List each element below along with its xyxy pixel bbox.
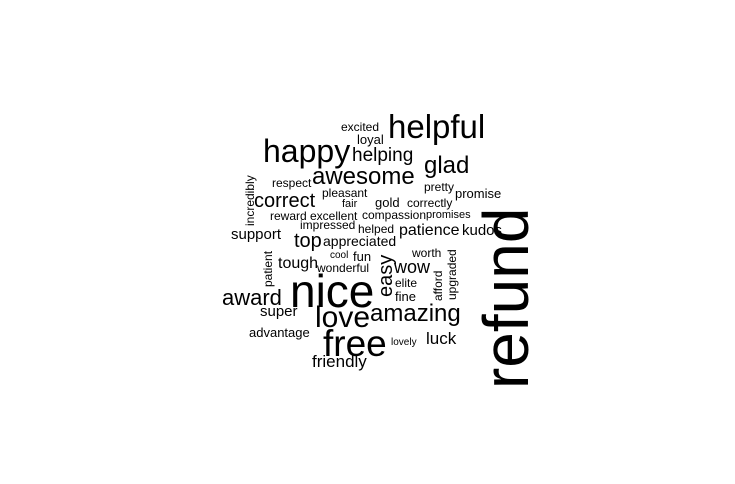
word-super: super bbox=[260, 303, 298, 320]
word-kudos: kudos bbox=[462, 222, 503, 239]
word-loyal: loyal bbox=[357, 132, 384, 147]
word-fun: fun bbox=[353, 249, 372, 264]
word-advantage: advantage bbox=[249, 325, 310, 340]
word-patience: patience bbox=[399, 222, 460, 239]
word-nice: nice bbox=[290, 265, 375, 317]
word-fair: fair bbox=[342, 198, 358, 210]
word-top: top bbox=[294, 230, 322, 252]
word-love: love bbox=[315, 301, 371, 334]
word-compassion: compassion bbox=[362, 208, 427, 222]
word-worth: worth bbox=[412, 246, 442, 260]
word-award: award bbox=[222, 285, 282, 310]
word-wow: wow bbox=[394, 257, 431, 277]
word-tough: tough bbox=[278, 255, 319, 272]
word-wonderful: wonderful bbox=[317, 261, 370, 275]
word-amazing: amazing bbox=[370, 300, 461, 327]
word-luck: luck bbox=[426, 329, 457, 348]
word-pleasant: pleasant bbox=[322, 186, 368, 200]
word-excited: excited bbox=[341, 120, 380, 134]
word-excellent: excellent bbox=[310, 209, 358, 223]
word-glad: glad bbox=[424, 152, 470, 179]
word-helping: helping bbox=[352, 145, 414, 166]
word-awesome: awesome bbox=[312, 163, 415, 190]
word-elite: elite bbox=[395, 276, 418, 290]
word-pretty: pretty bbox=[424, 180, 455, 194]
word-upgraded: upgraded bbox=[445, 249, 459, 300]
word-promise: promise bbox=[455, 186, 502, 201]
word-fine: fine bbox=[395, 289, 416, 304]
word-impressed: impressed bbox=[300, 218, 356, 232]
word-free: free bbox=[323, 323, 387, 364]
word-afford: afford bbox=[431, 270, 445, 301]
word-gold: gold bbox=[375, 195, 400, 210]
word-reward: reward bbox=[270, 209, 307, 223]
word-correct: correct bbox=[254, 190, 316, 212]
word-patient: patient bbox=[261, 250, 275, 287]
word-lovely: lovely bbox=[391, 337, 417, 348]
word-support: support bbox=[231, 226, 282, 243]
word-cool: cool bbox=[330, 250, 349, 261]
word-easy: easy bbox=[375, 254, 397, 297]
word-happy: happy bbox=[263, 133, 351, 169]
word-incredibly: incredibly bbox=[243, 175, 257, 226]
word-correctly: correctly bbox=[407, 196, 453, 210]
word-friendly: friendly bbox=[312, 352, 367, 371]
word-helped: helped bbox=[358, 222, 395, 236]
word-promises: promises bbox=[426, 209, 471, 221]
word-helpful: helpful bbox=[388, 108, 486, 145]
word-respect: respect bbox=[272, 176, 312, 190]
word-appreciated: appreciated bbox=[323, 233, 397, 249]
